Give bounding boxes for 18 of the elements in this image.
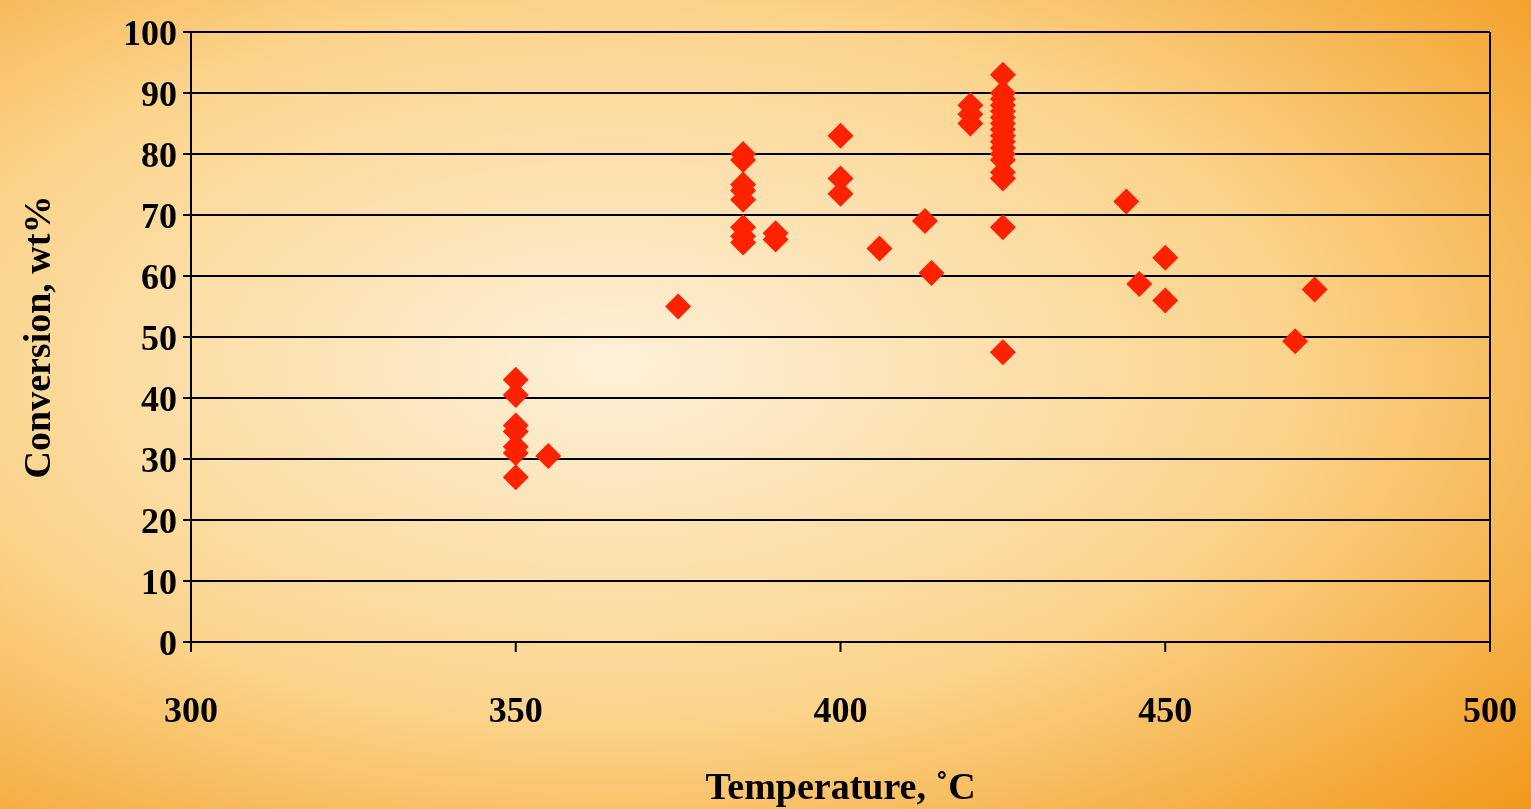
y-tick-label: 10 [141, 561, 177, 602]
x-tick-label: 300 [164, 690, 218, 730]
x-tick-label: 500 [1463, 690, 1517, 730]
y-axis-title: Conversion, wt% [16, 195, 58, 479]
y-tick-label: 70 [141, 195, 177, 236]
y-tick-label: 0 [159, 622, 177, 663]
y-tick-label: 100 [123, 12, 177, 53]
y-tick-label: 60 [141, 256, 177, 297]
x-tick-label: 400 [813, 690, 868, 730]
x-tick-label: 450 [1138, 690, 1193, 730]
x-tick-label: 350 [488, 690, 543, 730]
y-tick-label: 90 [141, 73, 177, 114]
y-tick-label: 40 [141, 378, 177, 419]
x-axis-title: Temperature, ˚C [705, 765, 976, 807]
y-tick-label: 30 [141, 439, 177, 480]
y-tick-label: 20 [141, 500, 177, 541]
y-tick-label: 50 [141, 317, 177, 358]
y-tick-label: 80 [141, 134, 177, 175]
